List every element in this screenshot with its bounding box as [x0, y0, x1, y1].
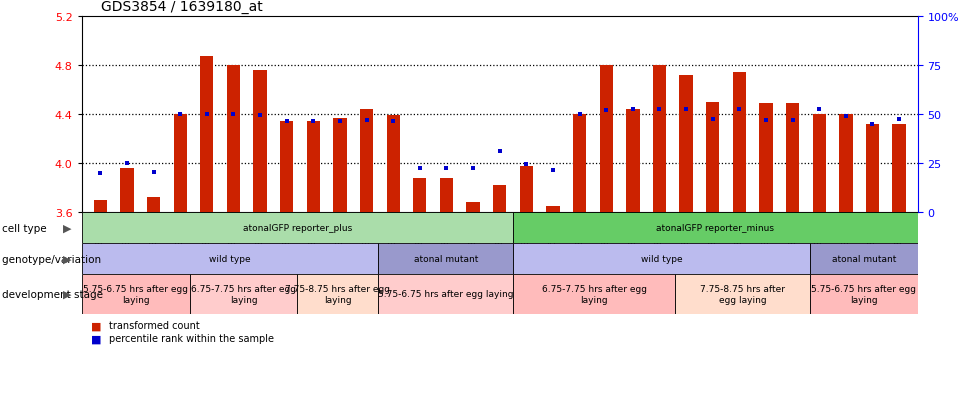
Bar — [189, 275, 298, 314]
Bar — [493, 186, 506, 213]
Bar — [379, 275, 513, 314]
Text: genotype/variation: genotype/variation — [2, 254, 108, 264]
Bar — [675, 275, 810, 314]
Bar — [866, 124, 879, 213]
Bar — [679, 75, 693, 213]
Bar — [513, 275, 675, 314]
Bar — [307, 122, 320, 213]
Text: wild type: wild type — [641, 255, 682, 263]
Bar — [386, 116, 400, 213]
Bar — [810, 275, 918, 314]
Bar — [120, 169, 134, 213]
Text: 5.75-6.75 hrs after egg
laying: 5.75-6.75 hrs after egg laying — [83, 285, 188, 304]
Bar — [174, 114, 186, 213]
Bar — [298, 275, 379, 314]
Text: cell type: cell type — [2, 223, 53, 233]
Bar — [513, 213, 918, 244]
Bar — [759, 104, 773, 213]
Bar — [573, 114, 586, 213]
Bar — [600, 66, 613, 213]
Bar — [82, 213, 513, 244]
Bar — [254, 71, 267, 213]
Bar — [653, 66, 666, 213]
Text: 7.75-8.75 hrs after
egg laying: 7.75-8.75 hrs after egg laying — [700, 285, 785, 304]
Bar — [732, 73, 746, 213]
Text: atonalGFP reporter_minus: atonalGFP reporter_minus — [656, 224, 775, 233]
Text: atonal mutant: atonal mutant — [413, 255, 478, 263]
Bar — [546, 206, 559, 213]
Bar — [200, 57, 213, 213]
Bar — [93, 200, 107, 213]
Text: 6.75-7.75 hrs after egg
laying: 6.75-7.75 hrs after egg laying — [191, 285, 296, 304]
Text: ■: ■ — [91, 320, 102, 330]
Text: 7.75-8.75 hrs after egg
laying: 7.75-8.75 hrs after egg laying — [285, 285, 390, 304]
Text: atonalGFP reporter_plus: atonalGFP reporter_plus — [243, 224, 352, 233]
Bar — [627, 110, 639, 213]
Text: ■: ■ — [91, 334, 102, 344]
Bar — [513, 244, 810, 275]
Bar — [147, 198, 160, 213]
Text: ▶: ▶ — [63, 223, 71, 233]
Text: wild type: wild type — [209, 255, 251, 263]
Text: 5.75-6.75 hrs after egg
laying: 5.75-6.75 hrs after egg laying — [811, 285, 917, 304]
Bar — [786, 104, 800, 213]
Bar — [413, 178, 427, 213]
Bar — [82, 244, 379, 275]
Text: transformed count: transformed count — [109, 320, 199, 330]
Text: percentile rank within the sample: percentile rank within the sample — [109, 334, 274, 344]
Bar — [227, 66, 240, 213]
Text: atonal mutant: atonal mutant — [831, 255, 896, 263]
Bar — [360, 110, 373, 213]
Bar — [520, 166, 533, 213]
Text: ▶: ▶ — [63, 254, 71, 264]
Text: ▶: ▶ — [63, 289, 71, 299]
Text: 6.75-7.75 hrs after egg
laying: 6.75-7.75 hrs after egg laying — [542, 285, 647, 304]
Bar — [333, 118, 347, 213]
Text: 5.75-6.75 hrs after egg laying: 5.75-6.75 hrs after egg laying — [378, 290, 513, 299]
Bar — [839, 114, 852, 213]
Text: development stage: development stage — [2, 289, 110, 299]
Bar — [893, 124, 906, 213]
Bar — [379, 244, 513, 275]
Bar — [280, 122, 293, 213]
Text: GDS3854 / 1639180_at: GDS3854 / 1639180_at — [101, 0, 262, 14]
Bar — [813, 114, 825, 213]
Bar — [440, 178, 454, 213]
Bar — [82, 275, 189, 314]
Bar — [466, 203, 480, 213]
Bar — [706, 102, 720, 213]
Bar — [810, 244, 918, 275]
